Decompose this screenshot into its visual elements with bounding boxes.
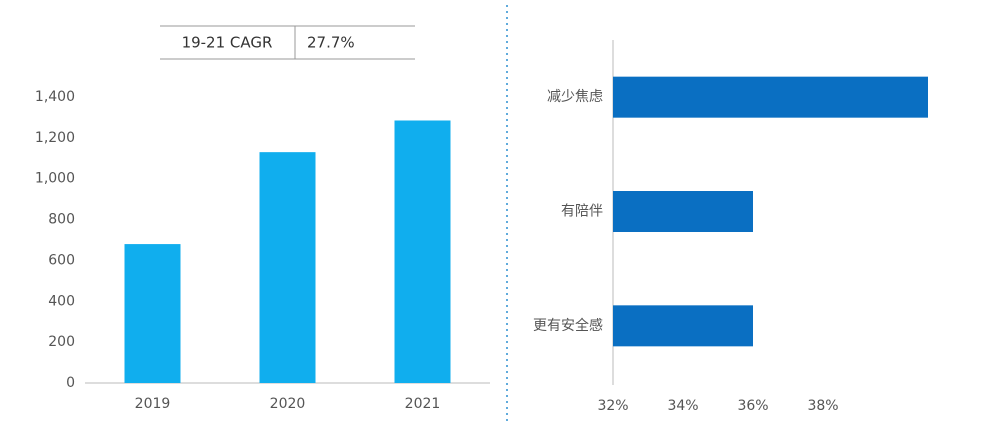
x-tick-label: 34% — [667, 398, 698, 414]
table-label: 19-21 CAGR — [182, 34, 273, 52]
y-tick-label: 200 — [48, 334, 75, 350]
x-tick-label: 2020 — [270, 396, 306, 412]
y-tick-label: 减少焦虑 — [547, 89, 603, 105]
x-tick-label: 38% — [807, 398, 838, 414]
y-tick-label: 1,000 — [35, 171, 75, 187]
y-tick-label: 1,400 — [35, 89, 75, 105]
x-tick-label: 32% — [597, 398, 628, 414]
y-tick-label: 有陪伴 — [561, 204, 603, 220]
y-tick-label: 0 — [66, 375, 75, 391]
y-tick-label: 更有安全感 — [533, 317, 603, 334]
bar — [394, 120, 451, 383]
bar — [259, 152, 316, 383]
y-tick-label: 600 — [48, 252, 75, 268]
y-tick-label: 400 — [48, 293, 75, 309]
bar — [124, 244, 181, 383]
x-tick-label: 2019 — [135, 396, 171, 412]
table-value: 27.7% — [307, 34, 355, 52]
x-tick-label: 2021 — [405, 396, 441, 412]
y-tick-label: 800 — [48, 212, 75, 228]
bar — [613, 305, 753, 347]
bar — [613, 191, 753, 232]
y-tick-label: 1,200 — [35, 130, 75, 146]
x-tick-label: 36% — [737, 398, 768, 414]
bar — [613, 76, 928, 118]
